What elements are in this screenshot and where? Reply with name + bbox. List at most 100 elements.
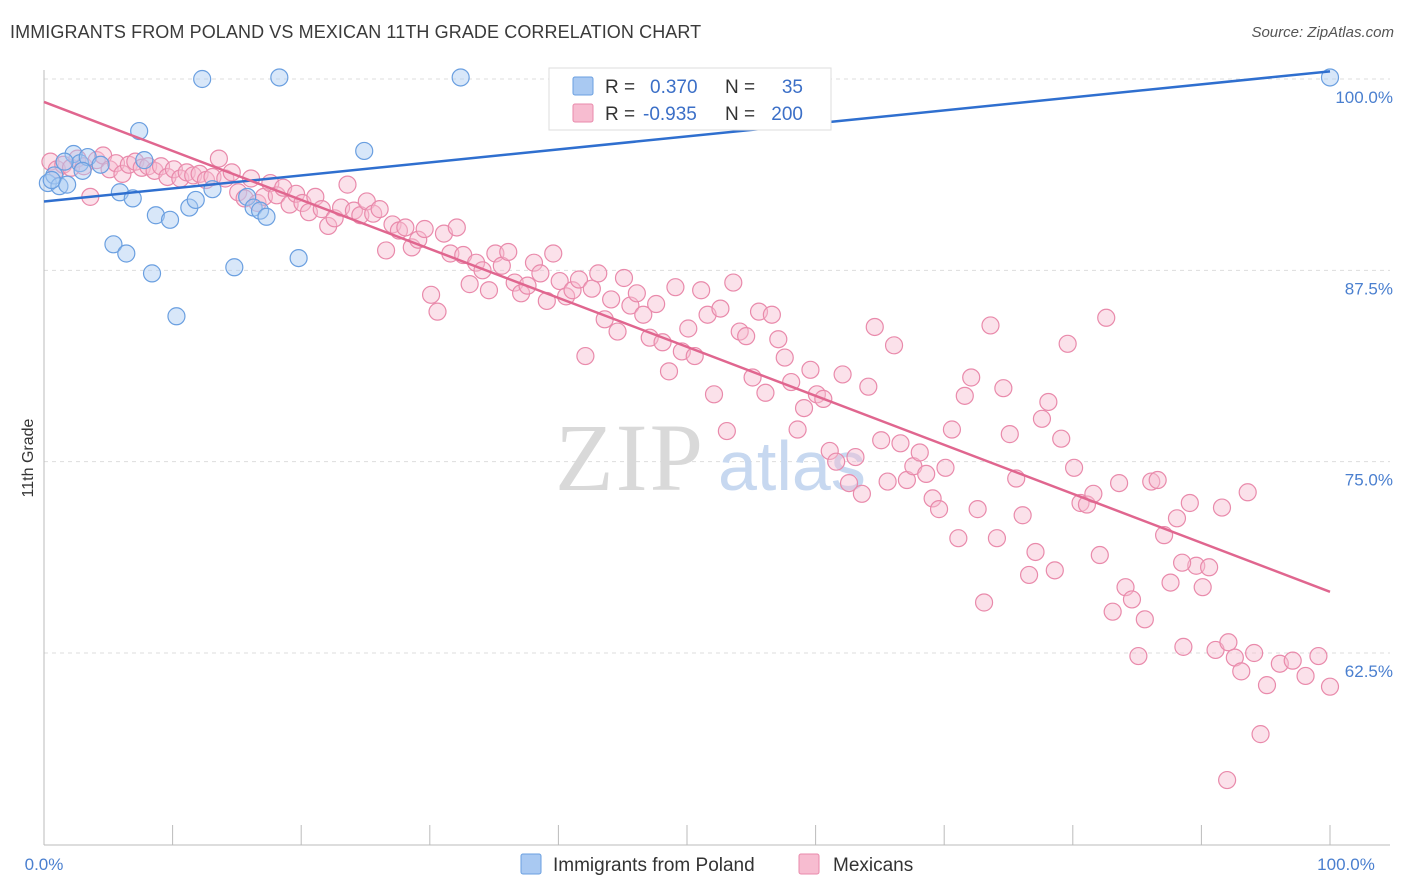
legend-swatch-poland [572,76,594,96]
data-point [1045,561,1064,580]
data-point [614,268,634,288]
data-point [872,431,891,450]
data-point [289,248,308,268]
data-point [355,141,374,161]
watermark-zip: ZIP [555,404,705,511]
data-point [1013,506,1032,525]
data-point [364,204,383,223]
data-point [370,200,389,219]
bottom-legend-poland: Immigrants from Poland [553,855,755,876]
data-point [1103,602,1122,621]
bottom-legend-swatch-poland [520,853,542,875]
x-tick-marks [43,825,1331,845]
data-point [987,529,1007,548]
data-point [524,253,544,272]
data-point [775,348,794,367]
y-tick-labels: 100.0% 87.5% 75.0% 62.5% [1335,88,1393,681]
data-point [563,281,582,300]
data-point [1142,472,1161,491]
data-point [923,489,942,508]
data-point [936,458,955,477]
data-point [968,500,987,519]
data-point [186,190,205,210]
data-point [569,270,589,289]
data-point [788,420,807,439]
data-point [193,69,212,89]
data-point [994,379,1013,398]
data-point [576,346,595,366]
data-point [499,242,518,262]
data-point [117,244,136,263]
legend-n-value-2: 200 [771,104,803,125]
data-point [1148,470,1167,490]
data-point [146,206,165,225]
y-tick-label: 62.5% [1345,662,1393,681]
data-point [1039,392,1058,412]
data-point [647,294,666,314]
data-point [839,473,859,493]
data-point [42,170,61,190]
data-point [762,305,781,324]
data-point [58,175,77,194]
legend-r-label-2: R = [605,104,635,125]
data-point [91,155,110,174]
data-point [1097,308,1116,327]
data-point [756,383,775,402]
data-point [827,452,846,471]
data-point [859,377,878,396]
data-point [949,529,968,548]
chart-title: IMMIGRANTS FROM POLAND VS MEXICAN 11TH G… [10,22,702,42]
data-point [974,593,994,612]
data-point [659,362,679,381]
data-point [1052,429,1071,448]
watermark-atlas: atlas [718,427,866,505]
data-point [396,218,415,237]
data-point [104,235,123,254]
data-point [1019,565,1039,585]
data-point [692,281,711,300]
data-point [846,447,865,467]
x-tick-label-left: 0.0% [25,855,64,874]
x-tick-label-right: 100.0% [1317,855,1375,874]
poland-trend-line [43,70,1331,203]
data-point [1026,542,1045,562]
data-point [717,421,736,441]
y-tick-label: 100.0% [1335,88,1393,107]
legend-r-value-1: 0.370 [650,77,698,98]
y-tick-label: 75.0% [1345,471,1393,490]
data-point [1109,473,1129,493]
data-point [1320,68,1340,87]
data-point [1283,651,1302,670]
data-point [981,316,1000,335]
data-point [704,385,724,404]
data-point [602,290,621,309]
data-point [460,275,479,294]
data-point [891,434,910,453]
data-point [627,284,646,303]
data-point [113,164,132,184]
data-point [1309,646,1328,666]
data-point [711,299,730,318]
data-point [225,258,244,277]
data-point [833,365,852,384]
data-point [544,244,563,263]
data-point [917,464,936,484]
data-point [884,336,904,355]
data-point [421,285,441,304]
data-point [679,319,698,338]
data-point [865,317,884,337]
data-point [1219,633,1238,652]
data-point [666,278,685,297]
data-point [1200,558,1219,577]
data-point [167,307,186,326]
data-point [531,264,550,283]
data-point [142,264,162,283]
bottom-legend-swatch-mexicans [798,853,820,875]
data-point [1251,725,1270,744]
source-label: Source: ZipAtlas.com [1251,24,1394,41]
data-point [910,443,929,462]
data-point [737,327,756,346]
data-point [1122,590,1142,609]
data-point [376,241,396,260]
